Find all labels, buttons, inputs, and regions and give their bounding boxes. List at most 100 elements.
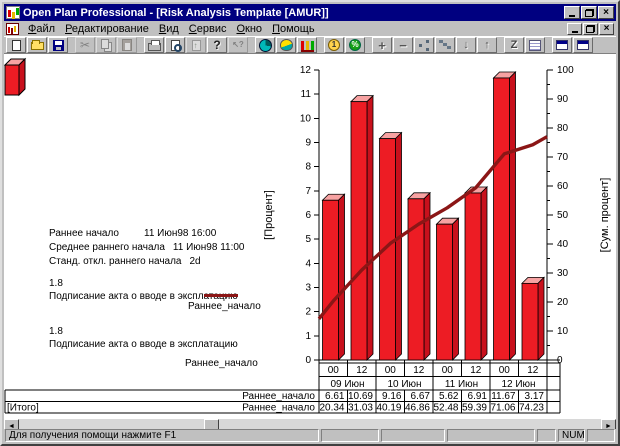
minimize-button[interactable] <box>564 6 580 19</box>
svg-text:59.39: 59.39 <box>462 403 487 414</box>
status-panel <box>381 429 445 442</box>
move-up-button[interactable]: ↑ <box>477 37 497 53</box>
time-analysis-icon <box>258 38 272 52</box>
sort-icon: Z <box>510 38 518 51</box>
cost-icon: 1 <box>328 39 340 51</box>
stat-row: Станд. откл. раннего начала 2d <box>49 254 244 268</box>
svg-text:6.61: 6.61 <box>325 391 345 402</box>
app-icon[interactable] <box>6 6 20 19</box>
print-preview-icon <box>170 39 182 52</box>
svg-text:60: 60 <box>557 181 569 192</box>
sort-button[interactable]: Z <box>504 37 524 53</box>
window-tile-icon <box>577 40 589 50</box>
svg-text:10.69: 10.69 <box>348 391 373 402</box>
svg-text:12: 12 <box>300 65 312 76</box>
remove-button[interactable]: − <box>393 37 413 53</box>
risk-chart: 01234567891011120102030405060708090100[П… <box>4 65 611 414</box>
help-icon: ? <box>213 38 221 52</box>
svg-text:12: 12 <box>413 365 425 376</box>
menu-help[interactable]: Помощь <box>272 22 315 35</box>
svg-text:10: 10 <box>557 326 569 337</box>
svg-text:00: 00 <box>499 365 511 376</box>
context-help-button[interactable]: ↖? <box>228 37 248 53</box>
menu-items: Файл Редактирование Вид Сервис Окно Помощь <box>23 22 320 36</box>
svg-text:2: 2 <box>305 307 311 318</box>
percent-button[interactable]: % <box>345 37 365 53</box>
new-document-icon <box>11 39 21 51</box>
paste-icon <box>122 39 132 51</box>
window-tile-button[interactable] <box>573 37 593 53</box>
svg-text:0: 0 <box>305 355 311 366</box>
print-preview-button[interactable] <box>165 37 185 53</box>
network-view-button[interactable] <box>414 37 434 53</box>
minimize-icon <box>571 31 578 33</box>
activity-name: Подписание акта о вводе в эксплатацию <box>49 339 238 350</box>
menu-edit[interactable]: Редактирование <box>65 22 149 35</box>
menu-file[interactable]: Файл <box>28 22 56 35</box>
svg-text:1: 1 <box>305 331 311 342</box>
menu-service[interactable]: Сервис <box>188 22 227 35</box>
stat-label: Станд. откл. раннего начала <box>49 255 182 267</box>
stat-label: Среднее раннего начала <box>49 241 165 253</box>
svg-text:12: 12 <box>356 365 368 376</box>
menu-view[interactable]: Вид <box>158 22 179 35</box>
open-folder-button[interactable] <box>27 37 47 53</box>
copy-button[interactable] <box>96 37 116 53</box>
cost-button[interactable]: 1 <box>324 37 344 53</box>
menu-window[interactable]: Окно <box>236 22 263 35</box>
activity-code: 1.8 <box>49 326 63 337</box>
time-analysis-button[interactable] <box>255 37 275 53</box>
add-button[interactable]: + <box>372 37 392 53</box>
open-folder-icon <box>30 40 44 50</box>
doc-minimize-button[interactable] <box>567 22 582 35</box>
svg-text:30: 30 <box>557 268 569 279</box>
histogram-button[interactable] <box>297 37 317 53</box>
svg-text:12 Июн: 12 Июн <box>501 379 535 390</box>
save-icon <box>52 39 64 51</box>
import-sheet-button[interactable] <box>186 37 206 53</box>
doc-restore-button[interactable] <box>583 22 598 35</box>
doc-close-button[interactable]: × <box>599 22 614 35</box>
help-button[interactable]: ? <box>207 37 227 53</box>
stat-row: Раннее начало 11 Июн98 16:00 <box>49 226 244 240</box>
svg-text:09 Июн: 09 Июн <box>330 379 364 390</box>
import-sheet-icon <box>191 39 201 51</box>
title-bar: Open Plan Professional - [Risk Analysis … <box>4 4 616 21</box>
spreadsheet-button[interactable] <box>525 37 545 53</box>
svg-text:0: 0 <box>557 355 563 366</box>
document-icon[interactable] <box>6 22 19 35</box>
svg-text:6.91: 6.91 <box>468 391 488 402</box>
svg-text:90: 90 <box>557 94 569 105</box>
status-bar: Для получения помощи нажмите F1 NUM <box>4 429 616 442</box>
arrow-left-icon: ◄ <box>8 422 15 430</box>
status-panel <box>587 429 615 442</box>
print-button[interactable] <box>144 37 164 53</box>
svg-text:20: 20 <box>557 297 569 308</box>
restore-icon <box>584 8 594 17</box>
restore-button[interactable] <box>581 6 597 19</box>
svg-text:100: 100 <box>557 65 574 76</box>
save-button[interactable] <box>48 37 68 53</box>
menu-bar: Файл Редактирование Вид Сервис Окно Помощь × <box>4 21 616 36</box>
svg-text:7: 7 <box>305 186 311 197</box>
step-chart-icon <box>439 39 451 51</box>
svg-text:5: 5 <box>305 234 311 245</box>
stat-value: 11 Июн98 16:00 <box>144 227 217 239</box>
cut-button[interactable]: ✂ <box>75 37 95 53</box>
close-button[interactable]: × <box>598 6 614 19</box>
toolbar: ✂? ↖? 1% +− ↓ ↑ Z <box>4 36 616 54</box>
svg-text:40.19: 40.19 <box>376 403 401 414</box>
step-chart-button[interactable] <box>435 37 455 53</box>
paste-button[interactable] <box>117 37 137 53</box>
move-down-button[interactable]: ↓ <box>456 37 476 53</box>
window-cascade-button[interactable] <box>552 37 572 53</box>
new-document-button[interactable] <box>6 37 26 53</box>
status-message: Для получения помощи нажмите F1 <box>5 429 319 442</box>
svg-text:74.23: 74.23 <box>519 403 544 414</box>
stat-value: 2d <box>189 255 201 267</box>
risk-analysis-button[interactable] <box>276 37 296 53</box>
svg-text:[Процент]: [Процент] <box>263 190 275 240</box>
svg-text:70: 70 <box>557 152 569 163</box>
stat-row: Среднее раннего начала 11 Июн98 11:00 <box>49 240 244 254</box>
svg-text:71.06: 71.06 <box>490 403 515 414</box>
